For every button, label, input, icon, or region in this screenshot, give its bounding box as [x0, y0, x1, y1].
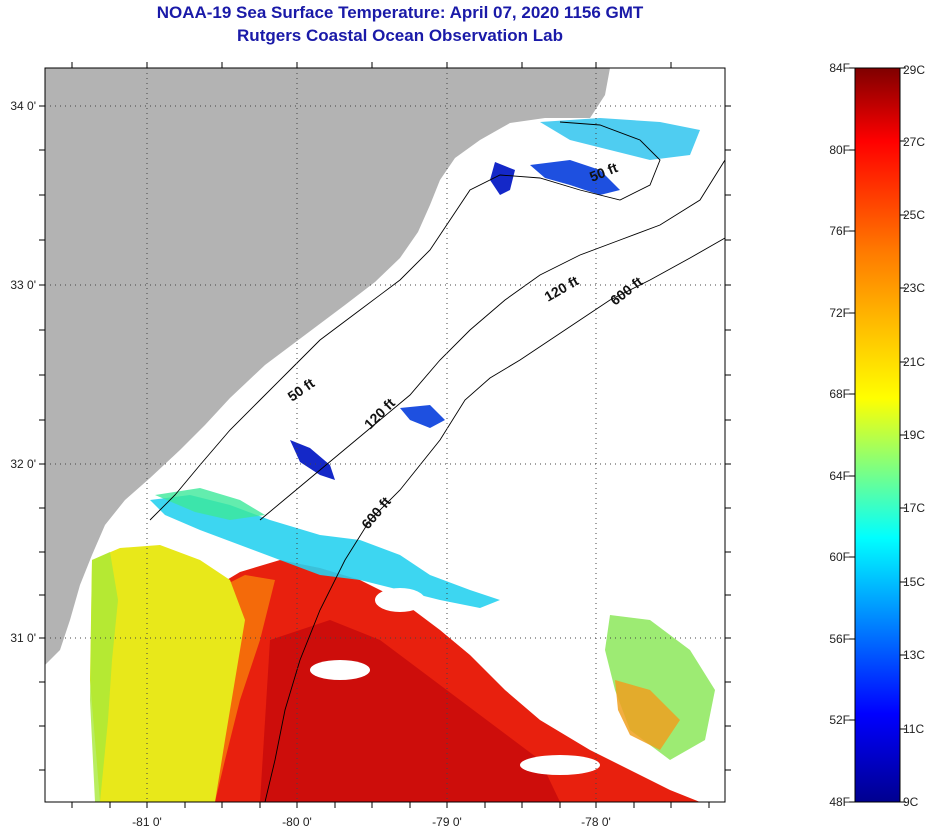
colorbar-f-label: 52F [829, 713, 850, 727]
colorbar-c-label: 21C [903, 355, 925, 369]
lon-label: -80 0' [282, 815, 312, 829]
cloud-patch [310, 660, 370, 680]
shelf-front [150, 495, 500, 608]
colorbar-c-label: 19C [903, 428, 925, 442]
cold-patch-3 [490, 162, 515, 195]
cloud-patch [520, 755, 600, 775]
colorbar-c-label: 11C [903, 722, 924, 736]
colorbar-f-label: 76F [829, 224, 850, 238]
cold-patch-1 [290, 440, 335, 480]
colorbar-f-label: 68F [829, 387, 850, 401]
colorbar-f-label: 48F [829, 795, 850, 809]
yellow-coastal-water [90, 545, 245, 802]
green-coastal-water [90, 552, 118, 802]
colorbar-c-label: 17C [903, 501, 925, 515]
lat-label: 32 0' [10, 457, 36, 471]
colorbar-f-label: 72F [829, 306, 850, 320]
cold-patch-2 [400, 405, 445, 428]
colorbar-c-label: 9C [903, 795, 919, 809]
colorbar-ticks [849, 67, 906, 803]
colorbar-c-label: 27C [903, 135, 925, 149]
colorbar-c-label: 13C [903, 648, 925, 662]
colorbar-c-label: 25C [903, 208, 925, 222]
colorbar-c-label: 29C [903, 63, 925, 77]
lat-label: 33 0' [10, 278, 36, 292]
chart-title: NOAA-19 Sea Surface Temperature: April 0… [156, 3, 644, 22]
colorbar-f-label: 56F [829, 632, 850, 646]
cloud-patch [375, 588, 425, 612]
colorbar-c-label: 15C [903, 575, 925, 589]
cyan-north [540, 118, 700, 160]
lon-label: -79 0' [432, 815, 462, 829]
colorbar-scale [854, 67, 901, 803]
lon-label: -78 0' [581, 815, 611, 829]
cold-patch-4 [530, 160, 620, 195]
land-area [45, 68, 610, 665]
contour-50ft [149, 121, 661, 521]
east-orange-patch [615, 680, 680, 750]
green-front [155, 488, 265, 520]
colorbar-c-label: 23C [903, 281, 925, 295]
map-frame [44, 67, 726, 803]
lat-label: 34 0' [10, 99, 36, 113]
colorbar-f-label: 80F [829, 143, 850, 157]
lon-label: -81 0' [132, 815, 162, 829]
colorbar-f-label: 84F [829, 61, 850, 75]
map-ticks [39, 62, 731, 808]
lat-label: 31 0' [10, 631, 36, 645]
colorbar-f-label: 60F [829, 550, 850, 564]
contour-120ft [259, 159, 725, 521]
graticule [45, 68, 725, 802]
colorbar-f-label: 64F [829, 469, 850, 483]
chart-subtitle: Rutgers Coastal Ocean Observation Lab [237, 26, 563, 45]
